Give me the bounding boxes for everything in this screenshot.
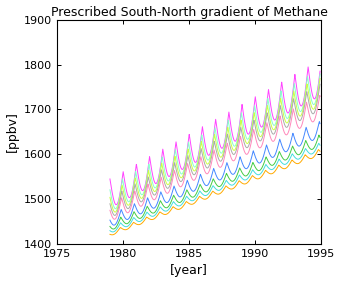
Title: Prescribed South-North gradient of Methane: Prescribed South-North gradient of Metha… xyxy=(51,6,328,19)
X-axis label: [year]: [year] xyxy=(170,264,208,277)
Y-axis label: [ppbv]: [ppbv] xyxy=(5,112,18,152)
